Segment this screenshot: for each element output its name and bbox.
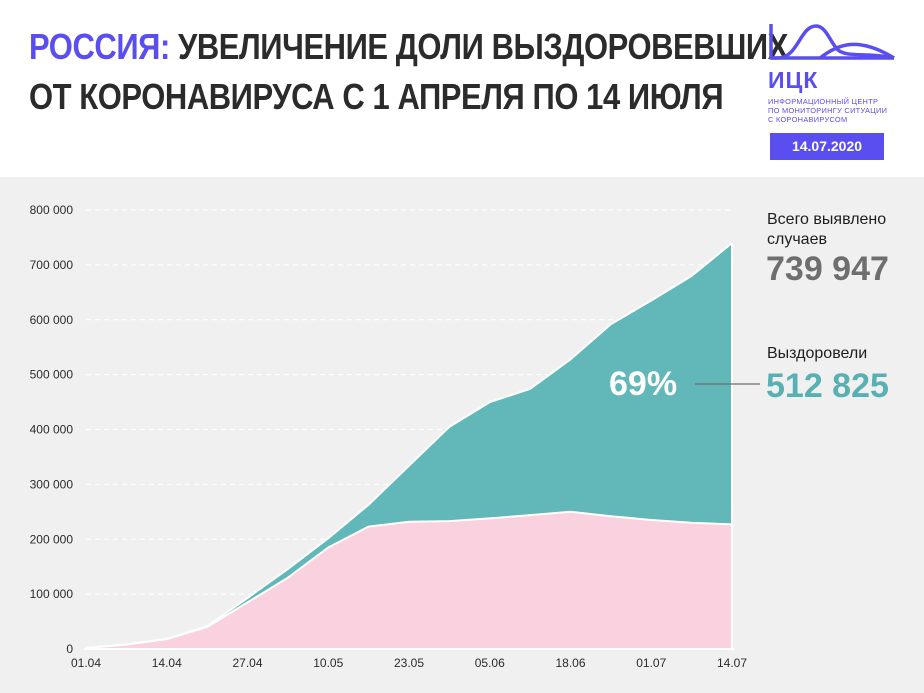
y-tick-label: 500 000 bbox=[30, 368, 74, 382]
date-badge: 14.07.2020 bbox=[770, 133, 884, 160]
recovered-area bbox=[86, 243, 732, 648]
y-tick-label: 800 000 bbox=[30, 203, 74, 217]
logo-subtitle-line: ИНФОРМАЦИОННЫЙ ЦЕНТР bbox=[768, 97, 879, 106]
active-area bbox=[86, 511, 732, 649]
total-line bbox=[85, 242, 733, 649]
recovered-value: 512 825 bbox=[766, 367, 889, 405]
x-tick-label: 10.05 bbox=[313, 656, 343, 670]
mountain-wave-logo-icon bbox=[769, 24, 895, 60]
x-tick-label: 27.04 bbox=[232, 656, 262, 670]
recovered-share-label: 69% bbox=[609, 365, 678, 403]
y-tick-label: 700 000 bbox=[30, 258, 74, 272]
y-tick-label: 100 000 bbox=[30, 587, 74, 601]
x-tick-label: 01.04 bbox=[71, 656, 101, 670]
x-tick-label: 01.07 bbox=[636, 656, 666, 670]
page-title: РОССИЯ: УВЕЛИЧЕНИЕ ДОЛИ ВЫЗДОРОВЕВШИХ ОТ… bbox=[29, 22, 788, 122]
logo-subtitle-line: ПО МОНИТОРИНГУ СИТУАЦИИ bbox=[768, 106, 888, 115]
y-tick-label: 600 000 bbox=[30, 313, 74, 327]
area-chart: 0 100 000 200 000 300 000 400 000 500 000 600 … bbox=[30, 203, 760, 670]
logo-name: ИЦК bbox=[768, 67, 819, 93]
x-tick-label: 23.05 bbox=[394, 656, 424, 670]
total-cases-label-text: Всего выявлено случаев bbox=[767, 211, 887, 248]
x-tick-label: 18.06 bbox=[555, 656, 585, 670]
title-line2: ОТ КОРОНАВИРУСА С 1 АПРЕЛЯ ПО 14 ИЮЛЯ bbox=[29, 76, 724, 117]
title-line1: УВЕЛИЧЕНИЕ ДОЛИ ВЫЗДОРОВЕВШИХ bbox=[169, 26, 788, 67]
x-tick-label: 14.04 bbox=[152, 656, 182, 670]
y-tick-label: 400 000 bbox=[30, 423, 74, 437]
total-cases-value: 739 947 bbox=[766, 250, 889, 288]
x-tick-label: 14.07 bbox=[717, 656, 747, 670]
logo-subtitle: ИНФОРМАЦИОННЫЙ ЦЕНТР ПО МОНИТОРИНГУ СИТУ… bbox=[768, 97, 908, 124]
recovered-label: Выздоровели bbox=[767, 345, 868, 362]
title-accent: РОССИЯ: bbox=[29, 26, 170, 67]
y-tick-label: 200 000 bbox=[30, 532, 74, 546]
y-tick-label: 0 bbox=[66, 642, 73, 656]
x-tick-label: 05.06 bbox=[475, 656, 505, 670]
y-tick-label: 300 000 bbox=[30, 477, 74, 491]
header: РОССИЯ: УВЕЛИЧЕНИЕ ДОЛИ ВЫЗДОРОВЕВШИХ ОТ… bbox=[0, 0, 924, 177]
total-cases-label: Всего выявлено случаев bbox=[767, 210, 897, 250]
logo-subtitle-line: С КОРОНАВИРУСОМ bbox=[768, 115, 848, 124]
chart-panel: 0 100 000 200 000 300 000 400 000 500 000 600 … bbox=[0, 177, 924, 693]
